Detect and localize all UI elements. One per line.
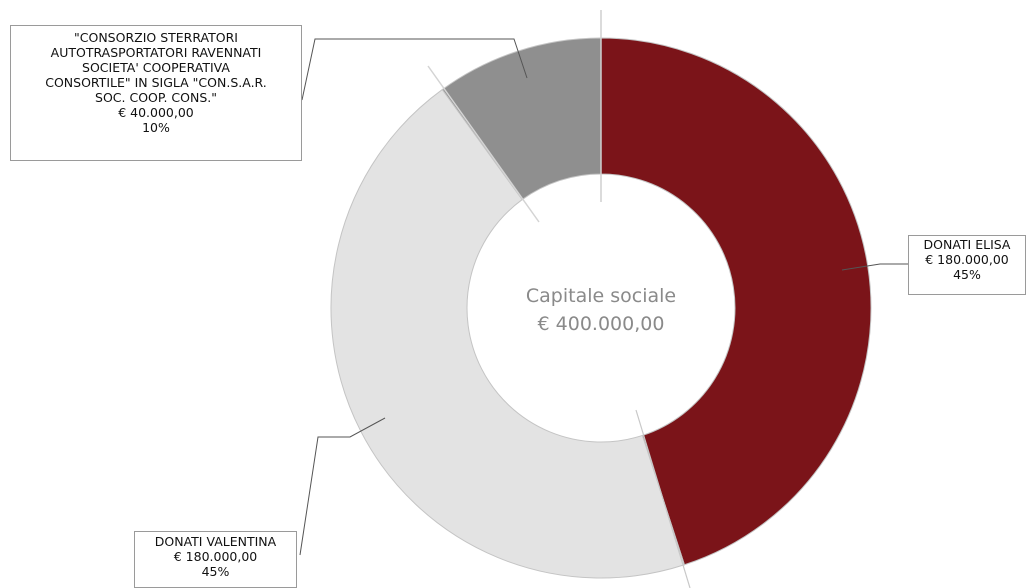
valentina-name: DONATI VALENTINA: [154, 534, 277, 549]
consar-value: € 40.000,00: [118, 105, 194, 120]
data-label-donati-elisa: DONATI ELISA € 180.000,00 45%: [908, 235, 1026, 295]
consar-name-line-1: "CONSORZIO STERRATORI: [74, 30, 238, 45]
valentina-value: € 180.000,00: [173, 549, 258, 564]
slice-donati-valentina: [330, 88, 686, 579]
center-label-title: Capitale sociale: [526, 285, 676, 307]
leader-line-consar: [301, 38, 528, 101]
gray-boundary-extension-line: [427, 65, 540, 223]
leader-line-valentina: [299, 417, 386, 556]
elisa-percent: 45%: [953, 267, 981, 282]
valentina-percent: 45%: [201, 564, 230, 579]
leader-line-elisa: [841, 263, 908, 271]
donut-slices: [330, 37, 872, 579]
data-label-consar: "CONSORZIO STERRATORI AUTOTRASPORTATORI …: [10, 25, 302, 161]
elisa-name: DONATI ELISA: [923, 237, 1011, 252]
consar-name-line-3: SOCIETA' COOPERATIVA: [82, 60, 230, 75]
center-label-total: € 400.000,00: [538, 313, 665, 335]
bottom-boundary-extension-line: [635, 409, 691, 588]
consar-name-line-2: AUTOTRASPORTATORI RAVENNATI: [50, 45, 262, 60]
consar-name-line-5: SOC. COOP. CONS.": [95, 90, 217, 105]
data-label-donati-valentina: DONATI VALENTINA € 180.000,00 45%: [134, 531, 297, 588]
consar-name-line-4: CONSORTILE" IN SIGLA "CON.S.A.R.: [45, 75, 267, 90]
chart-decorations: [299, 10, 908, 588]
elisa-value: € 180.000,00: [925, 252, 1009, 267]
slice-donati-elisa: [600, 37, 872, 566]
consar-percent: 10%: [142, 120, 170, 135]
